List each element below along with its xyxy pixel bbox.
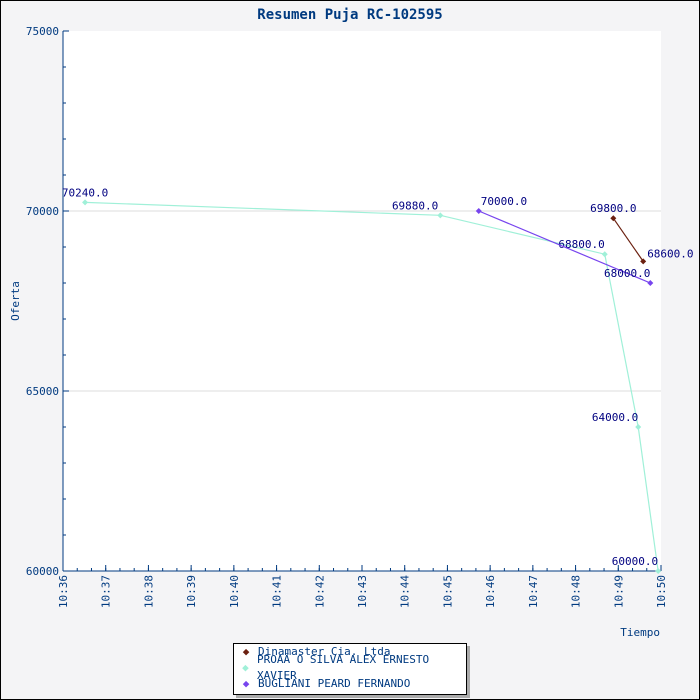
series-line xyxy=(612,217,644,262)
legend-label: BUGLIANI PEARD FERNANDO xyxy=(258,677,411,690)
x-tick-label: 10:47 xyxy=(527,575,540,608)
x-tick-label: 10:45 xyxy=(441,575,454,608)
legend-label: Dinamaster Cia. Ltda xyxy=(258,645,391,658)
x-tick-label: 10:37 xyxy=(100,575,113,608)
data-point xyxy=(640,258,647,265)
y-tick-label: 75000 xyxy=(26,25,59,38)
data-label: 68600.0 xyxy=(647,247,693,260)
data-label: 68800.0 xyxy=(558,238,604,251)
legend-item: ◆ BUGLIANI PEARD FERNANDO xyxy=(234,676,466,692)
legend-item: ◆ Dinamaster Cia. Ltda xyxy=(234,644,466,660)
data-label: 70240.0 xyxy=(62,186,108,199)
legend-label: PROAÃ O SILVA ALEX ERNESTO XAVIER xyxy=(256,653,430,682)
data-point xyxy=(437,212,444,219)
data-point xyxy=(647,280,654,286)
data-label: 64000.0 xyxy=(592,411,638,424)
x-tick-label: 10:44 xyxy=(399,575,412,608)
x-tick-label: 10:49 xyxy=(612,575,625,608)
x-tick-label: 10:39 xyxy=(185,575,198,608)
legend-item: ◆ PROAÃ O SILVA ALEX ERNESTO XAVIER xyxy=(234,653,466,682)
series-line xyxy=(478,210,651,284)
data-point xyxy=(475,208,482,214)
x-tick-label: 10:40 xyxy=(228,575,241,608)
data-point xyxy=(635,424,642,430)
legend: ◆ Dinamaster Cia. Ltda ◆ PROAÃ O SILVA ALEX… xyxy=(233,643,467,695)
chart-title: Resumen Puja RC-102595 xyxy=(257,7,442,23)
data-label: 69880.0 xyxy=(392,199,438,212)
x-tick-label: 10:42 xyxy=(313,575,326,608)
diamond-marker-icon: ◆ xyxy=(242,661,249,674)
x-tick-label: 10:48 xyxy=(570,575,583,608)
diamond-marker-icon: ◆ xyxy=(242,677,250,690)
x-tick-label: 10:46 xyxy=(484,575,497,608)
data-point xyxy=(82,199,89,206)
data-label: 68000.0 xyxy=(604,267,650,280)
x-tick-label: 10:36 xyxy=(57,575,70,608)
y-tick-label: 70000 xyxy=(26,205,59,218)
data-point xyxy=(601,251,608,258)
y-axis-label: Oferta xyxy=(9,281,22,321)
plot-area xyxy=(63,31,661,571)
data-label: 69800.0 xyxy=(590,202,636,215)
data-point xyxy=(610,215,617,222)
y-tick-label: 60000 xyxy=(26,565,59,578)
x-axis-label: Tiempo xyxy=(620,626,660,639)
y-tick-label: 65000 xyxy=(26,385,59,398)
data-label: 60000.0 xyxy=(612,555,658,568)
x-tick-label: 10:50 xyxy=(655,575,668,608)
x-tick-label: 10:43 xyxy=(356,575,369,608)
diamond-marker-icon: ◆ xyxy=(242,645,250,658)
data-point xyxy=(655,568,662,574)
x-tick-label: 10:41 xyxy=(271,575,284,608)
data-label: 70000.0 xyxy=(481,195,527,208)
x-tick-label: 10:38 xyxy=(142,575,155,608)
